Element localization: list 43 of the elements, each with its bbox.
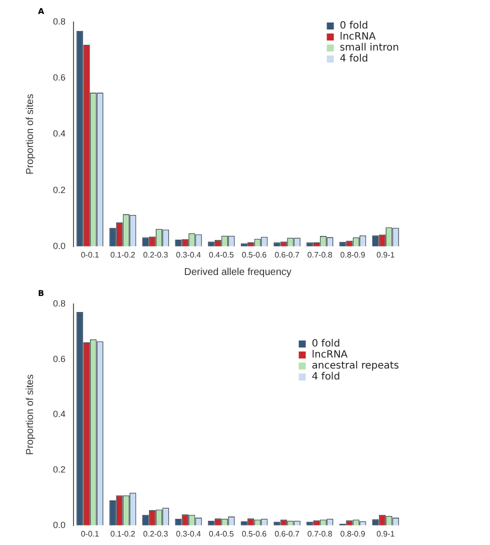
x-tick-label: 0.3-0.4 <box>176 250 202 260</box>
y-tick-label: 0.2 <box>52 184 66 195</box>
x-tick-label: 0.6-0.7 <box>274 529 300 538</box>
legend-label: ancestral repeats <box>312 360 400 372</box>
legend-label: lncRNA <box>340 32 376 43</box>
legend-label: 4 fold <box>340 54 368 65</box>
y-tick-label: 0.8 <box>52 16 66 26</box>
legend-label: 4 fold <box>312 372 340 383</box>
x-tick-label: 0.4-0.5 <box>208 250 234 260</box>
y-axis-title: Proportion of sites <box>24 374 36 456</box>
x-tick-label: 0.7-0.8 <box>307 529 333 538</box>
legend-label: 0 fold <box>312 338 340 350</box>
legend-label: 0 fold <box>340 20 368 32</box>
y-tick-label: 0.6 <box>52 72 66 83</box>
y-tick-label: 0.0 <box>52 240 66 251</box>
x-tick-label: 0.6-0.7 <box>274 250 300 260</box>
x-tick-label: 0.3-0.4 <box>176 529 202 538</box>
x-tick-label: 0.2-0.3 <box>143 529 169 538</box>
x-tick-label: 0.5-0.6 <box>242 250 268 260</box>
y-tick-label: 0.8 <box>52 298 66 308</box>
y-tick-label: 0.0 <box>52 520 66 530</box>
x-tick-label: 0.7-0.8 <box>307 250 333 260</box>
legend-label: lncRNA <box>312 350 348 361</box>
x-tick-label: 0-0.1 <box>80 250 100 260</box>
x-tick-label: 0.1-0.2 <box>110 250 136 260</box>
y-tick-label: 0.6 <box>52 354 66 364</box>
y-tick-label: 0.4 <box>52 128 66 139</box>
x-tick-label: 0.2-0.3 <box>143 250 169 260</box>
x-tick-label: 0-0.1 <box>80 529 100 538</box>
y-tick-label: 0.2 <box>52 464 66 475</box>
text: B <box>38 289 44 298</box>
text: A <box>38 7 45 16</box>
x-tick-label: 0.8-0.9 <box>340 250 366 260</box>
y-axis-title: Proportion of sites <box>24 94 36 175</box>
y-tick-label: 0.4 <box>52 409 66 420</box>
x-tick-label: 0.5-0.6 <box>242 529 268 538</box>
x-tick-label: 0.8-0.9 <box>340 529 366 538</box>
x-tick-label: 0.1-0.2 <box>110 529 136 538</box>
x-tick-label: 0.9-1 <box>376 529 396 538</box>
legend-label: small intron <box>340 42 400 54</box>
x-axis-title: Derived allele frequency <box>184 266 292 278</box>
x-tick-label: 0.4-0.5 <box>208 529 234 538</box>
x-tick-label: 0.9-1 <box>376 250 396 260</box>
